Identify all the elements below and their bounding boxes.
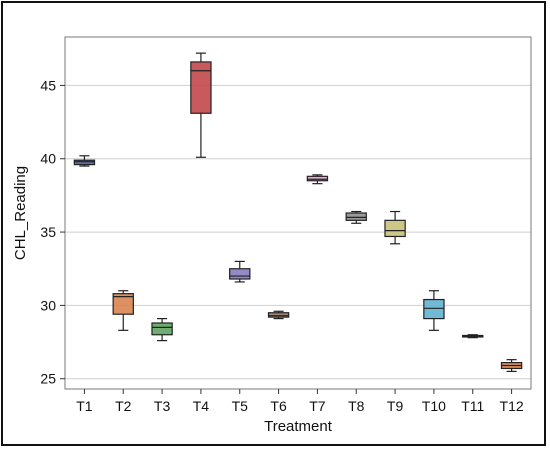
y-tick-label-40: 40	[40, 151, 56, 167]
x-tick-label-T7: T7	[309, 398, 326, 414]
box-T1	[73, 155, 96, 167]
box-body-T7	[306, 175, 329, 182]
y-tick-label-25: 25	[40, 371, 56, 387]
plot-area	[64, 36, 532, 390]
box-T2	[112, 290, 134, 331]
y-tick-label-35: 35	[40, 224, 56, 240]
box-body-T5	[229, 268, 251, 280]
box-T8	[345, 210, 367, 224]
x-tick-label-T11: T11	[461, 398, 484, 414]
box-body-T9	[384, 219, 406, 238]
box-T5	[229, 260, 251, 283]
x-tick-label-T2: T2	[115, 398, 132, 414]
y-axis-title: CHL_Reading	[12, 166, 29, 260]
box-body-T3	[151, 322, 173, 336]
x-axis-title: Treatment	[264, 418, 333, 435]
x-tick-label-T9: T9	[387, 398, 404, 414]
box-body-T2	[112, 293, 134, 315]
box-plot-chart: 25 30 35 40 45 T1 T2 T3 T4 T5 T6 T7 T8 T9 T10 T11 T12 T…	[12, 36, 532, 435]
box-body-T1	[73, 159, 96, 166]
box-T9	[384, 210, 406, 245]
box-body-T8	[345, 212, 367, 221]
y-tick-label-45: 45	[40, 77, 56, 93]
box-body-T6	[267, 312, 290, 318]
y-axis: 25 30 35 40 45	[40, 77, 65, 387]
x-tick-label-T8: T8	[348, 398, 365, 414]
box-T11	[462, 334, 484, 339]
x-tick-label-T10: T10	[422, 398, 446, 414]
grid-lines	[65, 84, 531, 380]
box-T6	[267, 310, 290, 320]
box-T12	[500, 359, 523, 372]
box-T10	[423, 290, 445, 331]
x-tick-label-T6: T6	[270, 398, 287, 414]
x-tick-label-T3: T3	[154, 398, 171, 414]
x-tick-label-T5: T5	[232, 398, 249, 414]
box-T3	[151, 318, 173, 342]
box-body-T10	[423, 298, 445, 320]
boxes	[73, 52, 523, 372]
x-tick-label-T12: T12	[500, 398, 524, 414]
y-tick-label-30: 30	[40, 297, 56, 313]
box-body-T4	[190, 61, 212, 114]
box-T7	[306, 174, 329, 185]
box-T4	[190, 52, 212, 158]
x-axis: T1 T2 T3 T4 T5 T6 T7 T8 T9 T10 T11 T12	[76, 389, 524, 414]
x-tick-label-T1: T1	[76, 398, 93, 414]
x-tick-label-T4: T4	[193, 398, 210, 414]
